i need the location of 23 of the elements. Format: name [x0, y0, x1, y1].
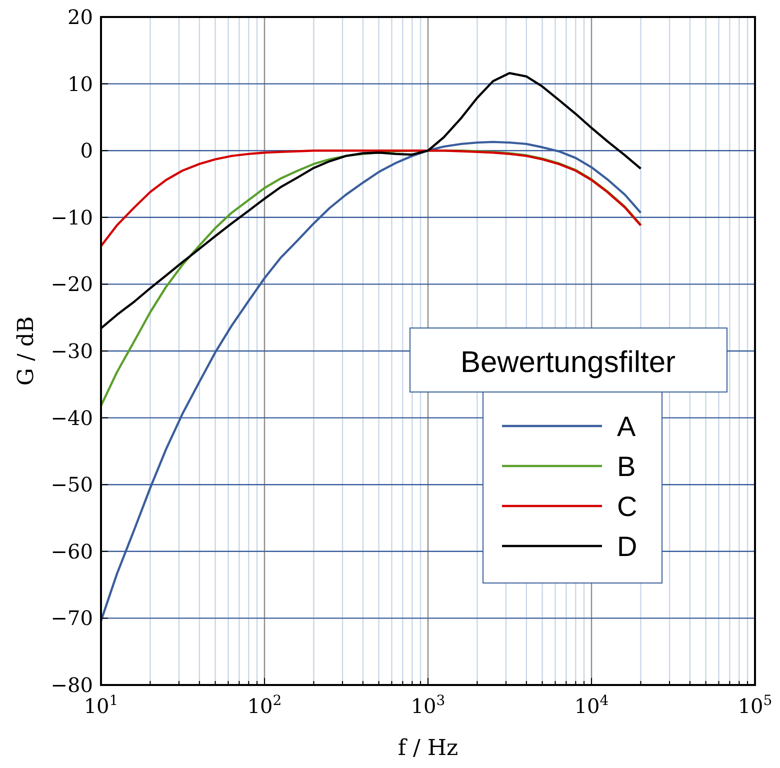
x-tick-label: 10$^{3}$ [410, 693, 446, 718]
y-tick-label: −10 [50, 205, 93, 230]
legend-label: A [617, 411, 636, 442]
y-tick-label: −20 [50, 272, 93, 296]
legend-label: D [617, 531, 638, 562]
x-tick-label: 10$^{2}$ [247, 693, 282, 718]
x-tick-label: 10$^{4}$ [574, 693, 609, 718]
y-tick-label: −50 [50, 472, 93, 497]
y-tick-label: −40 [50, 406, 93, 430]
y-tick-label: 10 [68, 72, 93, 96]
y-tick-label: −30 [50, 339, 93, 363]
legend-label: B [617, 451, 636, 482]
y-tick-label: 20 [68, 5, 93, 29]
legend-label: C [617, 491, 638, 522]
legend-title: Bewertungsfilter [460, 346, 676, 379]
x-axis-title: f / Hz [398, 736, 458, 761]
x-tick-label: 10$^{5}$ [738, 693, 772, 718]
legend-title-box: Bewertungsfilter [410, 328, 728, 392]
y-tick-label: −60 [50, 539, 93, 564]
y-tick-label: −70 [50, 606, 93, 630]
line-series [100, 150, 642, 248]
y-tick-label: 0 [80, 138, 93, 163]
y-axis-title: G / dB [14, 316, 39, 386]
